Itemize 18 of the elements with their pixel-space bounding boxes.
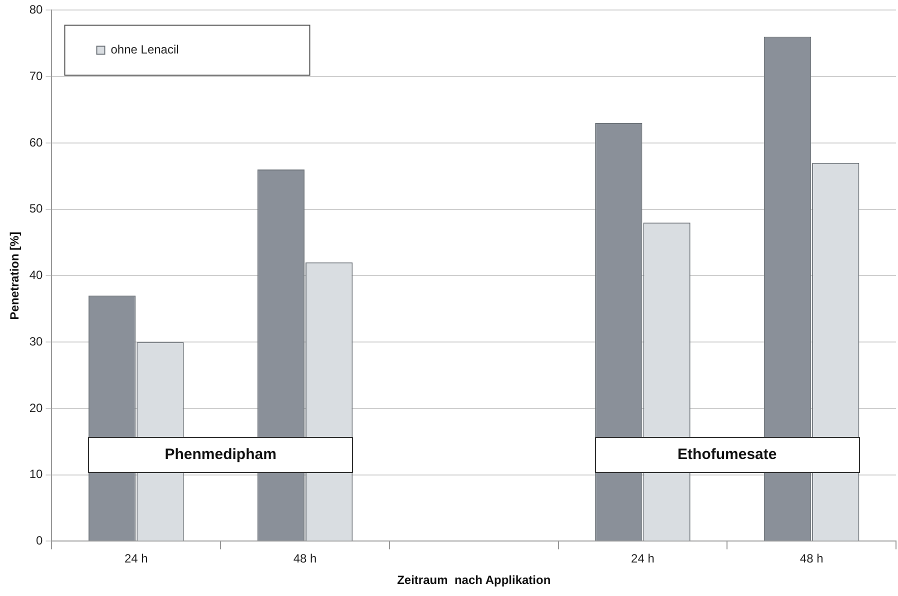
y-axis-title: Penetration [%] [8, 232, 22, 320]
y-tick-label: 10 [29, 467, 44, 482]
x-tick-label: 48 h [800, 552, 824, 566]
y-tick-label: 70 [29, 68, 44, 83]
y-tick-label: 30 [29, 334, 44, 348]
legend-label: ohne Lenacil [110, 42, 179, 57]
y-tick-label: 80 [29, 2, 44, 17]
label-box: Phenmedipham [88, 436, 354, 473]
y-tick-label: 40 [29, 268, 44, 282]
x-tick-label: 48 h [293, 552, 317, 566]
y-tick-label: 50 [29, 202, 44, 216]
x-axis-title: Zeitraum nach Applikation [397, 573, 551, 588]
y-tick-label: 0 [36, 534, 44, 548]
y-tick-label: 60 [29, 135, 44, 150]
y-tick-label: 20 [29, 400, 44, 415]
label-box: Ethofumesate [594, 436, 860, 473]
x-tick-label: 24 h [631, 552, 654, 566]
x-tick-label: 24 h [124, 552, 148, 566]
